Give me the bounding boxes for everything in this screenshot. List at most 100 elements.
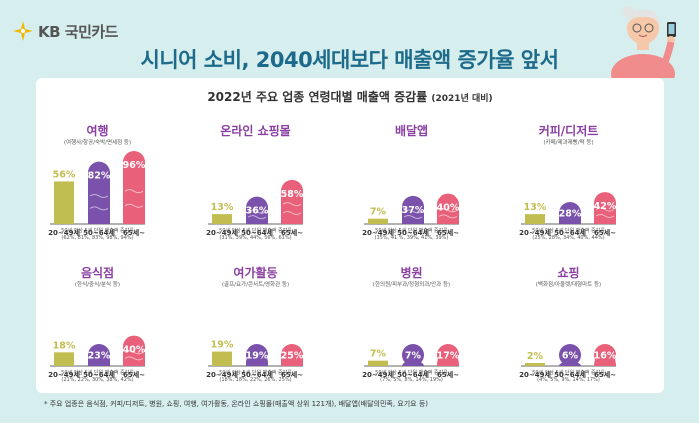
chart-card: 배달앱 7% 20~49세 37% 50~64세 40% 65세~ 50세 이상 5세 단위 … [356,122,467,248]
bar [368,218,388,224]
bar-chart: 2% 20~49세 6% 50~64세 16% 65세~ [519,344,617,379]
note-values: (21%, 22%, 30%, 38%, 42%) [61,377,134,383]
chart-title: 병원 [400,266,423,280]
chart-title: 커피/디저트 [538,124,599,138]
x-tick-label: 20~49세 [206,228,238,237]
bar [123,335,145,366]
bar [594,192,616,224]
data-label: 19% [246,351,269,362]
subtitle-suffix: (2021년 대비) [431,94,493,104]
note-values: (7%, 5%, 8%, 14%, 19%) [380,377,443,383]
x-tick-label: 65세~ [281,370,303,379]
x-tick-label: 50~64세 [83,370,115,379]
chart-title: 온라인 쇼핑몰 [220,124,291,138]
data-label: 6% [562,351,579,362]
chart-title: 여행 [86,124,109,138]
note-values: (31%, 39%, 44%, 56%, 61%) [219,235,292,241]
x-tick-label: 65세~ [123,370,145,379]
chart-description: (여행사/항공/숙박/면세점 등) [63,140,132,146]
chart-card: 병원 (한의원/피부과/정형외과/안과 등) 7% 20~49세 7% 50~64세 17%… [356,264,467,390]
bar-wave-decoration [247,215,267,220]
bar-wave-decoration [595,207,615,212]
chart-subtitle: 2022년 주요 업종 연령대별 매출액 증감률 (2021년 대비) [36,88,664,105]
x-tick-label: 65세~ [594,228,616,237]
data-label: 23% [88,351,111,362]
x-tick-label: 20~49세 [362,370,394,379]
data-label: 58% [281,189,304,200]
bar [281,179,303,224]
data-label: 37% [402,205,425,216]
bar-wave-decoration [124,350,144,355]
data-label: 19% [211,340,234,351]
x-tick-label: 50~64세 [241,370,273,379]
bar-wave-decoration [124,189,144,194]
brand-logo: KB 국민카드 [12,20,118,42]
chart-title: 여가활동 [233,266,278,280]
data-label: 17% [437,351,460,362]
page-title: 시니어 소비, 2040세대보다 매출액 증가율 앞서 [140,48,559,72]
bar-chart: 18% 20~49세 23% 50~64세 40% 65세~ [48,335,146,379]
note-line: 50세 이상 5세 단위 매출액 증감률 [61,228,134,234]
chart-panel: 2022년 주요 업종 연령대별 매출액 증감률 (2021년 대비) 여행 (여… [36,78,664,393]
bar [368,360,388,366]
data-label: 40% [123,345,146,356]
bar-cap [594,344,616,366]
chart-description: (한식/중식/분식 등) [74,282,121,288]
chart-description: (카페/제과제빵/떡 등) [543,140,594,146]
bar-cap [88,344,110,366]
bar [123,151,145,224]
data-label: 7% [370,207,387,218]
bar-wave-decoration [282,202,302,207]
note-line: 50세 이상 5세 단위 매출액 증감률 [61,370,134,376]
data-label: 96% [123,160,146,171]
bar-wave-decoration [595,214,615,219]
note-values: (25%, 28%, 34%, 40%, 44%) [532,235,605,241]
data-label: 82% [88,171,111,182]
note-line: 50세 이상 5세 단위 매출액 증감률 [532,370,605,376]
chart-note: 50세 이상 5세 단위 매출액 증감률 (18%, 18%, 22%, 26%,… [194,370,317,384]
chart-note: 50세 이상 5세 단위 매출액 증감률 (35%, 41 %, 39%, 41%… [350,228,473,242]
bar [212,214,232,224]
note-line: 50세 이상 5세 단위 매출액 증감률 [375,228,448,234]
data-label: 13% [524,202,547,213]
x-tick-label: 50~64세 [397,370,429,379]
data-label: 7% [370,349,387,360]
chart-description: (한의원/피부과/정형외과/안과 등) [372,282,451,288]
data-label: 28% [559,209,582,220]
bar-wave-decoration [89,206,109,211]
x-tick-label: 20~49세 [519,370,551,379]
bar [88,161,110,224]
bar-wave-decoration [124,356,144,361]
note-values: (35%, 41 %, 39%, 41%, 39%) [374,235,449,241]
footnote: * 주요 업종은 음식점, 커피/디저트, 병원, 쇼핑, 여행, 여가활동, … [44,400,428,408]
bar-cap [559,344,581,366]
bar [246,196,268,224]
bar-chart: 7% 20~49세 7% 50~64세 17% 65세~ [362,344,460,379]
bar-wave-decoration [124,203,144,208]
bar-cap [281,344,303,366]
bar-wave-decoration [403,214,423,219]
note-values: (18%, 18%, 22%, 26%, 25%) [219,377,292,383]
note-line: 50세 이상 5세 단위 매출액 증감률 [219,228,292,234]
chart-card: 쇼핑 (백화점/아울렛/대형마트 등) 2% 20~49세 6% 50~64세 16% 65세… [513,264,624,390]
bar [437,193,459,224]
data-label: 56% [53,169,76,180]
chart-card: 커피/디저트 (카페/제과제빵/떡 등) 13% 20~49세 28% 50~64세 42%… [513,122,624,248]
chart-title: 배달앱 [394,124,429,138]
bar [54,352,74,366]
data-label: 42% [594,201,617,212]
chart-card: 여가활동 (골프/요가/콘서트/영화관 등) 19% 20~49세 19% 50~64세 2… [200,264,311,390]
bar-wave-decoration [247,209,267,214]
note-line: 50세 이상 5세 단위 매출액 증감률 [375,370,448,376]
chart-description: (백화점/아울렛/대형마트 등) [535,282,602,288]
kb-star-icon [13,21,33,41]
bar-wave-decoration [282,210,302,215]
x-tick-label: 65세~ [281,228,303,237]
data-label: 40% [437,203,460,214]
x-tick-label: 20~49세 [48,370,80,379]
bar [525,363,545,366]
x-tick-label: 65세~ [123,228,145,237]
x-tick-label: 50~64세 [554,228,586,237]
subtitle-main: 2022년 주요 업종 연령대별 매출액 증감률 [207,90,428,104]
bar-chart: 13% 20~49세 28% 50~64세 42% 65세~ [519,192,617,237]
